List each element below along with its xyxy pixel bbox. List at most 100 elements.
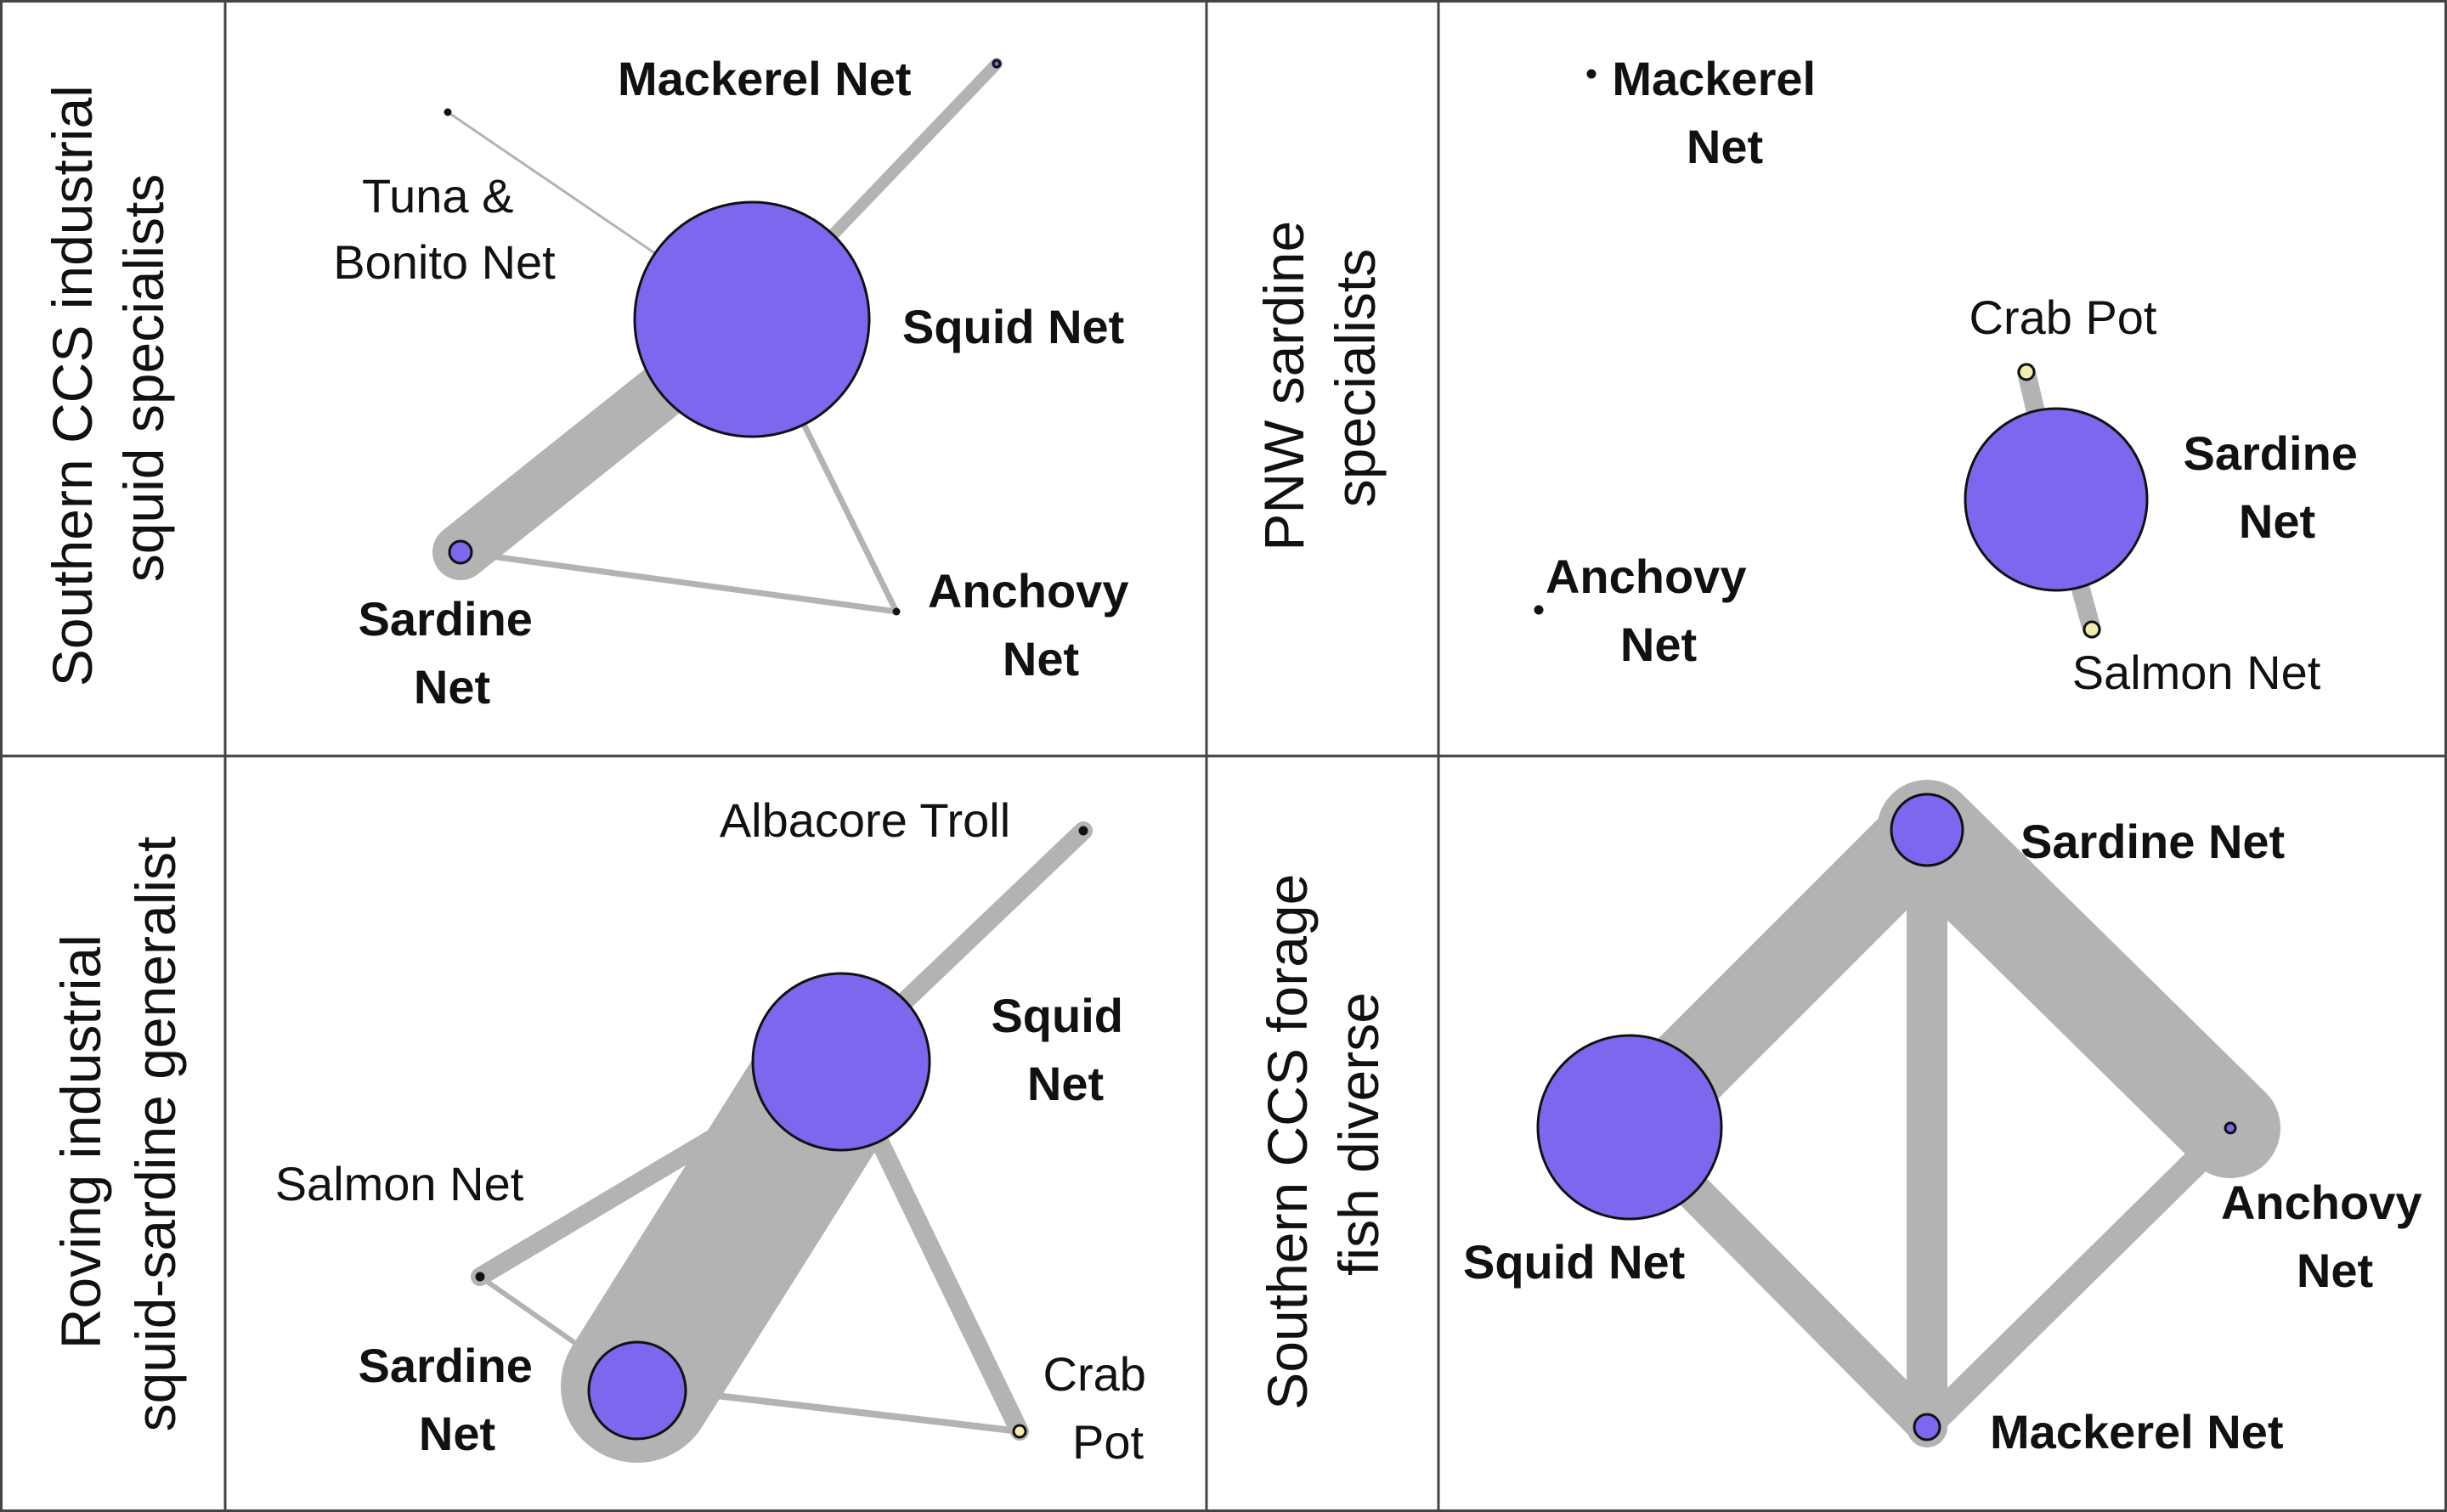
label-sardine-net: Sardine Net <box>2020 815 2285 868</box>
node-crab-pot <box>1012 1424 1027 1439</box>
row-label-southern-ccs-industrial-squid-specialists: Southern CCS industrial squid specialist… <box>41 70 175 686</box>
row-label-roving-industrial-squid-sardine-generalist: Roving industrial squid-sardine generali… <box>49 837 187 1432</box>
label-line: Crab Pot <box>1969 291 2157 344</box>
label-line: Squid Net <box>902 300 1124 353</box>
label-line-2: Net <box>1027 1057 1104 1110</box>
label-line-2: Net <box>1003 632 1079 685</box>
node-sardine-net <box>1890 793 1964 867</box>
node-sardine-net <box>587 1340 687 1441</box>
network-panel-southern-ccs-forage-fish-diverse: Sardine Net Squid Net Anchovy Net Macker… <box>1463 780 2435 1458</box>
label-sardine-net: Sardine Net <box>359 592 546 714</box>
row-label-southern-ccs-forage-fish-diverse: Southern CCS forage fish diverse <box>1256 858 1390 1410</box>
edge-sardine-anchovy <box>457 549 900 615</box>
row-label-line-2: specialists <box>1324 249 1387 507</box>
node-albacore-troll <box>1078 826 1088 836</box>
node-squid-net <box>633 200 871 438</box>
node-squid-net <box>1536 1034 1723 1221</box>
edges <box>471 821 1093 1463</box>
edge-sardine-crab <box>634 1383 1023 1435</box>
row-label-line-1: Southern CCS forage <box>1256 874 1319 1410</box>
network-panel-southern-ccs-industrial-squid-specialists: Squid Net Mackerel Net Tuna & Bonito Net… <box>333 52 1129 714</box>
label-mackerel-net: Mackerel Net <box>1990 1405 2284 1458</box>
label-line: Sardine Net <box>2020 815 2285 868</box>
svg-text:Southern CCS forage fish: Southern CCS forage fish diverse <box>1256 858 1390 1409</box>
row-label-line-2: squid specialists <box>112 174 175 583</box>
edge-sardine-anchovy <box>1877 780 2280 1178</box>
label-anchovy-net: Anchovy Net <box>1546 550 1760 671</box>
labels: Albacore Troll Squid Net Salmon Net Sard… <box>275 793 1160 1469</box>
node-mackerel-net <box>1586 69 1596 79</box>
label-squid-net: Squid Net <box>1463 1235 1685 1289</box>
label-line-1: Crab <box>1043 1347 1146 1401</box>
label-mackerel-net: Mackerel Net <box>618 52 912 105</box>
label-line-1: Mackerel <box>1612 52 1816 105</box>
label-line: Mackerel Net <box>1990 1405 2284 1458</box>
label-sardine-net: Sardine Net <box>359 1339 546 1460</box>
label-line-2: Net <box>414 660 490 714</box>
node-sardine-net <box>448 539 473 565</box>
label-tuna-bonito-net: Tuna & Bonito Net <box>333 169 556 289</box>
network-panel-pnw-sardine-specialists: Mackerel Net Crab Pot Sardine Net Anchov… <box>1534 52 2371 699</box>
edge-anchovy-mackerel <box>1913 1114 2244 1441</box>
label-squid-net: Squid Net <box>902 300 1124 353</box>
svg-text:PNW sardine specialists: PNW sardine specialists <box>1252 205 1387 550</box>
label-line: Salmon Net <box>2072 646 2321 699</box>
label-line: Albacore Troll <box>720 793 1010 847</box>
label-anchovy-net: Anchovy Net <box>2221 1176 2435 1297</box>
labels: Mackerel Net Crab Pot Sardine Net Anchov… <box>1546 52 2371 699</box>
label-line-2: Net <box>1620 618 1697 671</box>
label-line-1: Sardine <box>2184 426 2358 480</box>
labels: Squid Net Mackerel Net Tuna & Bonito Net… <box>333 52 1129 714</box>
label-line-2: Net <box>2297 1244 2373 1297</box>
label-line-2: Pot <box>1072 1415 1144 1469</box>
label-line: Salmon Net <box>275 1157 524 1210</box>
row-label-pnw-sardine-specialists: PNW sardine specialists <box>1252 205 1387 551</box>
nodes <box>444 59 1002 616</box>
row-label-line-1: Roving industrial <box>49 934 112 1349</box>
row-label-line-1: Southern CCS industrial <box>41 85 104 686</box>
label-sardine-net: Sardine Net <box>2184 426 2371 548</box>
label-mackerel-net: Mackerel Net <box>1612 52 1828 173</box>
svg-text:Southern CCS industrial: Southern CCS industrial squid specialist… <box>41 70 175 686</box>
label-albacore-troll: Albacore Troll <box>720 793 1010 847</box>
label-line-1: Tuna & <box>362 169 513 223</box>
node-crab-pot <box>2017 363 2036 381</box>
node-tuna-bonito-net <box>444 108 452 116</box>
label-line-1: Anchovy <box>1546 550 1747 603</box>
node-squid-net <box>751 972 931 1152</box>
label-line-1: Sardine <box>359 592 533 646</box>
node-sardine-net <box>1964 407 2149 592</box>
node-mackerel-net <box>1913 1413 1941 1441</box>
node-anchovy-net <box>1534 605 1544 615</box>
label-squid-net: Squid Net <box>991 989 1136 1110</box>
row-label-line-2: fish diverse <box>1327 992 1390 1276</box>
nodes <box>1534 69 2149 639</box>
network-panel-roving-industrial-squid-sardine-generalist: Albacore Troll Squid Net Salmon Net Sard… <box>275 793 1160 1469</box>
label-line: Squid Net <box>1463 1235 1685 1289</box>
node-anchovy-net <box>2224 1121 2237 1135</box>
nodes <box>1536 793 2237 1441</box>
node-salmon-net <box>2082 620 2101 639</box>
nodes <box>475 826 1088 1441</box>
label-line-1: Anchovy <box>2221 1176 2422 1229</box>
label-salmon-net: Salmon Net <box>2072 646 2321 699</box>
label-crab-pot: Crab Pot <box>1969 291 2157 344</box>
label-line-2: Net <box>2239 494 2315 548</box>
label-line-2: Net <box>1687 120 1763 173</box>
node-salmon-net <box>475 1272 485 1282</box>
label-crab-pot: Crab Pot <box>1043 1347 1160 1469</box>
row-label-line-1: PNW sardine <box>1252 221 1315 551</box>
node-mackerel-net <box>992 59 1002 69</box>
label-line-2: Net <box>419 1407 495 1460</box>
label-line-2: Bonito Net <box>333 235 556 289</box>
label-line-1: Sardine <box>359 1339 533 1392</box>
label-salmon-net: Salmon Net <box>275 1157 524 1210</box>
label-line-1: Anchovy <box>928 564 1129 618</box>
label-line: Mackerel Net <box>618 52 912 105</box>
label-line-1: Squid <box>991 989 1123 1042</box>
node-anchovy-net <box>892 607 901 616</box>
row-label-line-2: squid-sardine generalist <box>124 837 187 1432</box>
labels: Sardine Net Squid Net Anchovy Net Macker… <box>1463 815 2435 1458</box>
